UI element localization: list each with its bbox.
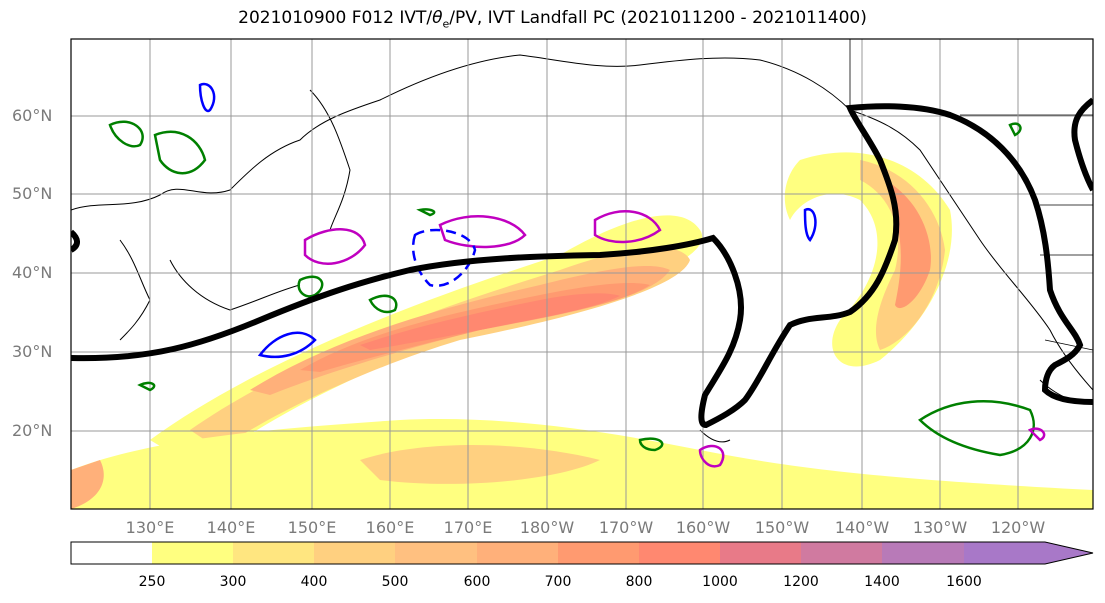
colorbar-tick: 600 — [463, 574, 491, 590]
colorbar-tick: 500 — [381, 574, 409, 590]
landfall-pc-contour — [71, 97, 1093, 429]
pv-contours — [198, 82, 1046, 468]
ivt-shading — [71, 152, 1093, 509]
colorbar-tick: 1200 — [783, 574, 819, 590]
colorbar-tick: 700 — [544, 574, 572, 590]
lon-label: 160°E — [365, 518, 415, 537]
lat-label-60n: 60°N — [12, 106, 53, 125]
map-title: 2021010900 F012 IVT/θe/PV, IVT Landfall … — [238, 8, 867, 31]
lon-label: 150°W — [754, 518, 810, 537]
lon-label: 130°E — [125, 518, 175, 537]
lat-label-30n: 30°N — [12, 342, 53, 361]
lon-label: 180°W — [519, 518, 575, 537]
lon-label: 140°W — [834, 518, 890, 537]
lat-label-50n: 50°N — [12, 184, 53, 203]
borders — [849, 39, 1093, 351]
colorbar — [70, 541, 1094, 565]
colorbar-tick: 250 — [138, 574, 166, 590]
gridlines — [71, 39, 1093, 509]
lon-label: 170°E — [443, 518, 493, 537]
lat-label-20n: 20°N — [12, 421, 53, 440]
colorbar-tick: 800 — [625, 574, 653, 590]
lon-label: 160°W — [675, 518, 731, 537]
lat-label-40n: 40°N — [12, 263, 53, 282]
lon-label: 140°E — [206, 518, 256, 537]
colorbar-tick: 300 — [219, 574, 247, 590]
lon-label: 150°E — [287, 518, 337, 537]
colorbar-tick: 1400 — [864, 574, 900, 590]
lon-label: 130°W — [912, 518, 968, 537]
map-frame — [70, 38, 1094, 510]
colorbar-tick: 400 — [300, 574, 328, 590]
colorbar-tick: 1000 — [702, 574, 738, 590]
colorbar-tick: 1600 — [946, 574, 982, 590]
theta-e-contours — [108, 120, 1035, 457]
lon-label: 170°W — [598, 518, 654, 537]
lon-label: 120°W — [990, 518, 1046, 537]
